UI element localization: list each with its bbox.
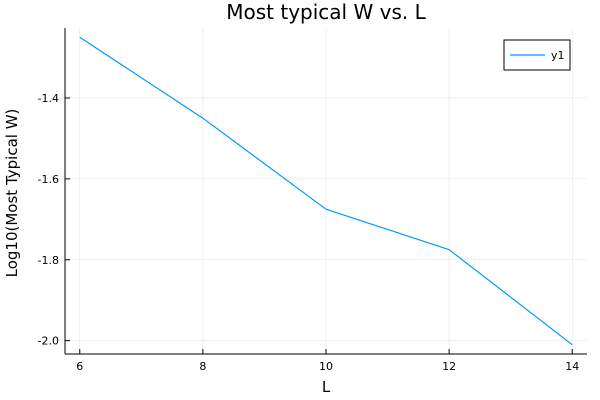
x-tick-label: 12 (442, 360, 456, 373)
x-tick-label: 14 (565, 360, 579, 373)
legend: y1 (503, 39, 571, 71)
chart-title: Most typical W vs. L (226, 0, 426, 24)
x-tick-label: 6 (76, 360, 83, 373)
x-tick-label: 8 (199, 360, 206, 373)
legend-label-y1: y1 (551, 49, 565, 62)
y-tick-label: -2.0 (38, 335, 59, 348)
y-tick-label: -1.4 (38, 92, 59, 105)
x-axis-label: L (322, 378, 331, 396)
tick-marks (65, 97, 573, 354)
series-line-y1 (79, 36, 573, 346)
series-layer (79, 36, 573, 346)
y-tick-label: -1.6 (38, 173, 59, 186)
y-tick-label: -1.8 (38, 254, 59, 267)
grid-lines (65, 28, 587, 354)
tick-labels: 6 8 10 12 14 -2.0 -1.8 -1.6 -1.4 (38, 92, 580, 373)
y-axis-label: Log10(Most Typical W) (3, 109, 21, 278)
x-tick-label: 10 (319, 360, 333, 373)
